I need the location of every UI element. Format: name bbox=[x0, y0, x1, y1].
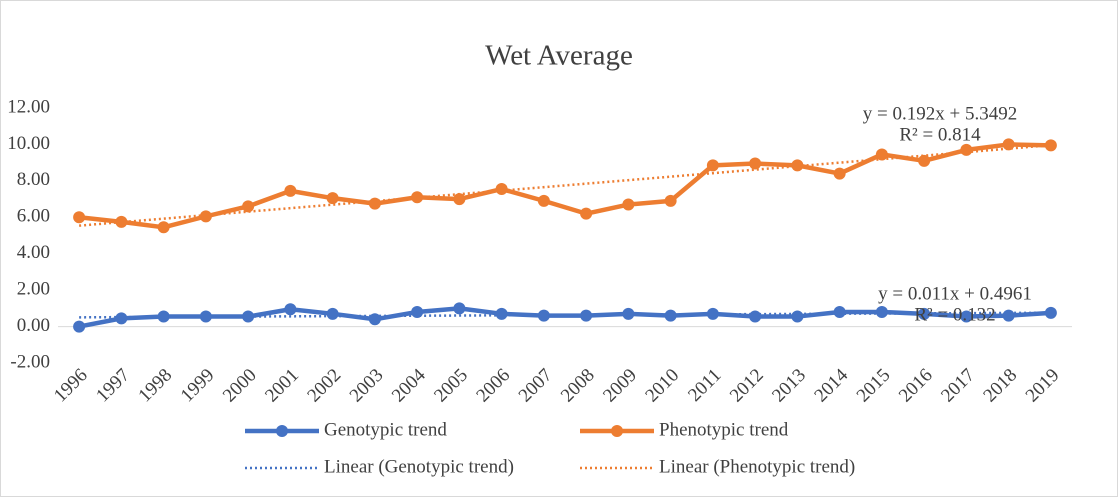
point bbox=[326, 192, 339, 205]
chart-title: Wet Average bbox=[485, 40, 633, 72]
series-line bbox=[78, 142, 1051, 230]
y-tick-label: 0.00 bbox=[17, 315, 50, 336]
point bbox=[791, 310, 804, 323]
point bbox=[73, 320, 86, 333]
legend-marker bbox=[276, 425, 288, 437]
y-tick-label: 10.00 bbox=[7, 133, 50, 154]
point bbox=[411, 191, 424, 204]
trendline-r2: R² = 0.814 bbox=[899, 124, 981, 145]
point bbox=[495, 307, 508, 320]
point bbox=[368, 197, 381, 210]
legend-label: Linear (Phenotypic trend) bbox=[659, 456, 855, 477]
point bbox=[580, 207, 593, 220]
y-tick-label: 8.00 bbox=[17, 169, 50, 190]
point bbox=[157, 310, 170, 323]
point bbox=[115, 215, 128, 228]
point bbox=[791, 159, 804, 172]
point bbox=[73, 211, 86, 224]
trendline-equation: y = 0.192x + 5.3492 bbox=[863, 103, 1017, 124]
point bbox=[326, 307, 339, 320]
point bbox=[918, 307, 931, 320]
y-tick-label: 6.00 bbox=[17, 206, 50, 227]
point bbox=[622, 307, 635, 320]
point bbox=[411, 306, 424, 318]
point bbox=[706, 159, 719, 172]
y-tick-label: 2.00 bbox=[17, 279, 50, 300]
point bbox=[833, 167, 846, 180]
series-line bbox=[78, 306, 1052, 329]
point bbox=[960, 143, 973, 156]
point bbox=[833, 306, 846, 318]
point bbox=[580, 309, 593, 322]
point bbox=[1044, 139, 1057, 152]
point bbox=[537, 309, 550, 322]
point bbox=[875, 148, 888, 161]
legend-label: Linear (Genotypic trend) bbox=[324, 456, 514, 477]
point bbox=[495, 183, 508, 196]
point bbox=[199, 210, 212, 223]
trendline-equation: y = 0.011x + 0.4961 bbox=[878, 283, 1032, 304]
point bbox=[918, 154, 931, 167]
point bbox=[537, 194, 550, 207]
point bbox=[706, 307, 719, 320]
point bbox=[453, 302, 466, 315]
point bbox=[1002, 309, 1015, 322]
point bbox=[368, 313, 381, 326]
point bbox=[664, 309, 677, 322]
point bbox=[664, 194, 677, 207]
point bbox=[960, 310, 973, 323]
point bbox=[284, 303, 297, 316]
y-tick-label: -2.00 bbox=[10, 351, 50, 372]
point bbox=[453, 193, 466, 206]
point bbox=[875, 306, 888, 318]
point bbox=[284, 184, 297, 197]
point bbox=[1044, 306, 1057, 319]
point bbox=[749, 157, 762, 170]
point bbox=[1002, 138, 1015, 151]
y-tick-label: 12.00 bbox=[7, 96, 50, 117]
y-tick-label: 4.00 bbox=[17, 242, 50, 263]
point bbox=[749, 310, 762, 323]
trendline-r2: R² = 0.132 bbox=[914, 304, 995, 325]
point bbox=[622, 198, 635, 211]
point bbox=[115, 312, 128, 325]
legend-label: Phenotypic trend bbox=[659, 419, 789, 440]
point bbox=[242, 200, 255, 213]
legend-marker bbox=[611, 425, 623, 437]
point bbox=[242, 310, 255, 323]
point bbox=[199, 310, 212, 323]
legend-label: Genotypic trend bbox=[324, 419, 447, 440]
point bbox=[157, 221, 170, 234]
